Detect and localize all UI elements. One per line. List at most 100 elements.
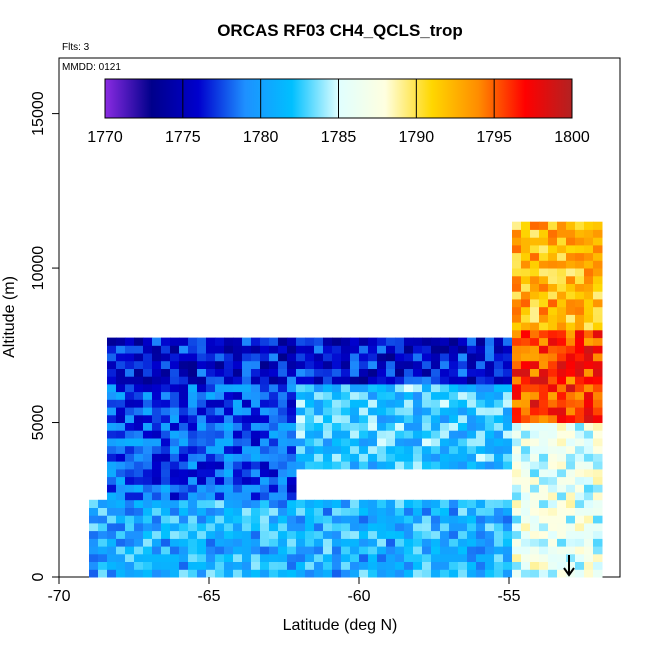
heatmap-cell bbox=[557, 291, 567, 300]
heatmap-cell bbox=[98, 507, 108, 516]
heatmap-cell bbox=[395, 438, 405, 447]
heatmap-cell bbox=[539, 345, 549, 354]
heatmap-cell bbox=[251, 546, 261, 555]
heatmap-cell bbox=[413, 337, 423, 346]
heatmap-cell bbox=[557, 476, 567, 485]
heatmap-cell bbox=[224, 422, 234, 431]
heatmap-cell bbox=[503, 422, 513, 431]
heatmap-cell bbox=[161, 561, 171, 570]
heatmap-cell bbox=[566, 221, 576, 230]
heatmap-cell bbox=[332, 360, 342, 369]
heatmap-cell bbox=[143, 391, 153, 400]
heatmap-cell bbox=[242, 353, 252, 362]
heatmap-cell bbox=[179, 422, 189, 431]
heatmap-cell bbox=[206, 468, 216, 478]
heatmap-cell bbox=[512, 360, 522, 369]
heatmap-cell bbox=[161, 553, 171, 562]
heatmap-cell bbox=[377, 376, 387, 385]
heatmap-cell bbox=[179, 376, 189, 385]
heatmap-cell bbox=[287, 530, 297, 539]
heatmap-cell bbox=[152, 345, 162, 354]
heatmap-cell bbox=[593, 438, 603, 447]
heatmap-cell bbox=[449, 499, 459, 508]
heatmap-cell bbox=[350, 345, 360, 354]
heatmap-cell bbox=[332, 376, 342, 385]
heatmap-cell bbox=[539, 499, 549, 508]
heatmap-cell bbox=[116, 445, 126, 454]
heatmap-cell bbox=[179, 569, 189, 578]
heatmap-cell bbox=[116, 414, 126, 423]
heatmap-cell bbox=[422, 391, 432, 400]
heatmap-cell bbox=[170, 492, 180, 501]
heatmap-cell bbox=[521, 407, 531, 416]
heatmap-cell bbox=[413, 507, 423, 516]
heatmap-cell bbox=[116, 345, 126, 354]
heatmap-cell bbox=[530, 445, 540, 454]
heatmap-cell bbox=[413, 345, 423, 354]
heatmap-cell bbox=[377, 422, 387, 431]
heatmap-cell bbox=[440, 407, 450, 416]
heatmap-cell bbox=[224, 538, 234, 547]
heatmap-cell bbox=[440, 368, 450, 377]
heatmap-cell bbox=[557, 383, 567, 393]
heatmap-cell bbox=[143, 553, 153, 562]
heatmap-cell bbox=[332, 383, 342, 393]
heatmap-cell bbox=[296, 353, 306, 362]
heatmap-cell bbox=[404, 507, 414, 516]
heatmap-cell bbox=[368, 337, 378, 346]
heatmap-cell bbox=[494, 546, 504, 555]
heatmap-cell bbox=[161, 546, 171, 555]
heatmap-cell bbox=[377, 445, 387, 454]
heatmap-cell bbox=[548, 530, 558, 539]
heatmap-cell bbox=[314, 407, 324, 416]
heatmap-cell bbox=[107, 468, 117, 478]
heatmap-cell bbox=[422, 530, 432, 539]
heatmap-cell bbox=[260, 468, 270, 478]
heatmap-cell bbox=[224, 561, 234, 570]
heatmap-cell bbox=[494, 368, 504, 377]
heatmap-cell bbox=[269, 368, 279, 377]
heatmap-cell bbox=[422, 546, 432, 555]
heatmap-cell bbox=[530, 438, 540, 447]
heatmap-cell bbox=[512, 383, 522, 393]
heatmap-cell bbox=[548, 399, 558, 408]
heatmap-cell bbox=[323, 546, 333, 555]
y-tick-label: 15000 bbox=[30, 91, 47, 136]
heatmap-cell bbox=[125, 476, 135, 485]
heatmap-cell bbox=[287, 553, 297, 562]
heatmap-cell bbox=[206, 368, 216, 377]
heatmap-cell bbox=[251, 407, 261, 416]
heatmap-cell bbox=[422, 430, 432, 439]
heatmap-cell bbox=[458, 461, 468, 470]
heatmap-cell bbox=[359, 561, 369, 570]
heatmap-cell bbox=[521, 553, 531, 562]
heatmap-cell bbox=[350, 422, 360, 431]
heatmap-cell bbox=[170, 561, 180, 570]
heatmap-cell bbox=[161, 492, 171, 501]
heatmap-cell bbox=[422, 438, 432, 447]
heatmap-cell bbox=[476, 546, 486, 555]
heatmap-cell bbox=[341, 507, 351, 516]
heatmap-cell bbox=[251, 430, 261, 439]
heatmap-cell bbox=[575, 476, 585, 485]
y-tick-label: 0 bbox=[30, 572, 47, 581]
heatmap-cell bbox=[449, 445, 459, 454]
heatmap-cell bbox=[440, 399, 450, 408]
heatmap-cell bbox=[170, 515, 180, 524]
heatmap-cell bbox=[458, 407, 468, 416]
heatmap-cell bbox=[449, 569, 459, 578]
heatmap-cell bbox=[269, 530, 279, 539]
heatmap-cell bbox=[413, 461, 423, 470]
heatmap-cell bbox=[368, 438, 378, 447]
heatmap-cell bbox=[494, 569, 504, 578]
heatmap-cell bbox=[521, 430, 531, 439]
heatmap-cell bbox=[206, 561, 216, 570]
heatmap-cell bbox=[287, 430, 297, 439]
heatmap-cell bbox=[512, 414, 522, 423]
heatmap-cell bbox=[377, 553, 387, 562]
heatmap-cell bbox=[260, 368, 270, 377]
heatmap-cell bbox=[458, 538, 468, 547]
heatmap-cell bbox=[593, 383, 603, 393]
heatmap-cell bbox=[476, 376, 486, 385]
colorbar: 1770 1775 1780 1785 1790 1795 1800 bbox=[87, 78, 590, 146]
